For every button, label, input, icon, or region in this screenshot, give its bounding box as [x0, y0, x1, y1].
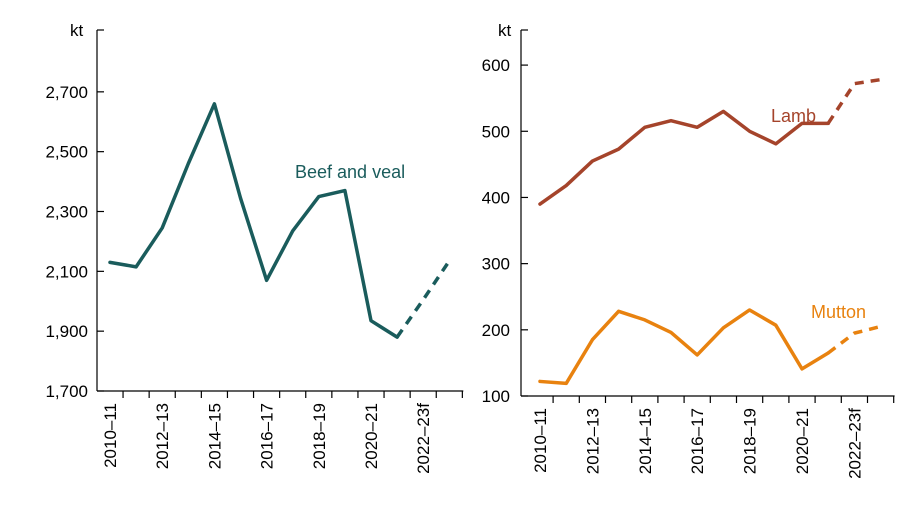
data-point — [644, 319, 645, 320]
data-point — [397, 337, 398, 338]
x-tick-label: 2022–23f — [845, 408, 864, 479]
series-label-1: Beef and veal — [295, 162, 405, 182]
x-tick-label: 2018–19 — [310, 403, 329, 469]
data-point — [344, 190, 345, 191]
y-tick-label: 600 — [482, 56, 510, 75]
series-label-2: Mutton — [811, 302, 866, 322]
y-tick-label: 2,500 — [45, 143, 88, 162]
data-point — [540, 381, 541, 382]
series-label-1: Lamb — [771, 106, 816, 126]
series-line-1 — [538, 109, 830, 206]
y-axis-unit-label: kt — [498, 21, 512, 40]
series-forecast-line-2 — [827, 324, 882, 355]
x-tick-label: 2010–11 — [531, 408, 550, 473]
data-point — [423, 299, 424, 300]
x-tick-label: 2016–17 — [688, 408, 707, 474]
x-tick-label: 2014–15 — [205, 403, 224, 469]
x-tick-label: 2022–23f — [414, 403, 433, 474]
data-point — [592, 161, 593, 162]
data-point — [697, 354, 698, 355]
data-point — [828, 123, 829, 124]
data-point — [162, 227, 163, 228]
y-tick-label: 100 — [482, 387, 510, 406]
y-tick-label: 1,900 — [45, 322, 88, 341]
data-point — [371, 320, 372, 321]
series-forecast-line-1 — [826, 77, 881, 125]
data-point — [749, 309, 750, 310]
chart-panel-2: 100 200 300 400 500 600 kt 2010–11 2012–13 2014–1… — [482, 21, 895, 479]
x-tick-label: 2018–19 — [741, 408, 760, 474]
y-axis-unit-label: kt — [70, 21, 84, 40]
y-tick-label: 1,700 — [45, 382, 88, 401]
series-forecast-line-1 — [395, 259, 451, 339]
data-point — [240, 198, 241, 199]
x-tick-label: 2020–21 — [362, 403, 381, 469]
data-point — [880, 326, 881, 327]
y-tick-label: 2,700 — [45, 83, 88, 102]
data-point — [775, 325, 776, 326]
data-point — [749, 131, 750, 132]
data-point — [723, 111, 724, 112]
data-point — [318, 196, 319, 197]
x-tick-label: 2012–13 — [583, 408, 602, 474]
data-point — [566, 185, 567, 186]
data-point — [618, 149, 619, 150]
data-point — [266, 280, 267, 281]
data-point — [828, 352, 829, 353]
data-point — [671, 332, 672, 333]
data-point — [854, 83, 855, 84]
y-tick-label: 400 — [482, 188, 510, 207]
data-point — [449, 260, 450, 261]
data-point — [540, 204, 541, 205]
y-tick-label: 200 — [482, 321, 510, 340]
data-point — [566, 383, 567, 384]
data-point — [697, 127, 698, 128]
y-tick-label: 300 — [482, 255, 510, 274]
data-point — [188, 163, 189, 164]
data-point — [775, 143, 776, 144]
data-point — [854, 333, 855, 334]
data-point — [723, 327, 724, 328]
data-point — [880, 79, 881, 80]
x-tick-label: 2014–15 — [636, 408, 655, 474]
data-point — [292, 230, 293, 231]
chart-panel-1: 1,700 1,900 2,100 2,300 2,500 2,700 kt 2010–11 2… — [45, 21, 464, 474]
data-point — [644, 127, 645, 128]
y-tick-label: 2,100 — [45, 262, 88, 281]
series-line-2 — [538, 308, 830, 386]
x-tick-label: 2010–11 — [101, 403, 120, 468]
y-tick-label: 500 — [482, 122, 510, 141]
data-point — [671, 120, 672, 121]
data-point — [136, 266, 137, 267]
x-tick-label: 2012–13 — [153, 403, 172, 469]
x-tick-label: 2020–21 — [793, 408, 812, 474]
y-tick-label: 2,300 — [45, 203, 88, 222]
data-point — [110, 262, 111, 263]
data-point — [802, 368, 803, 369]
x-tick-label: 2016–17 — [258, 403, 277, 469]
data-point — [214, 103, 215, 104]
data-point — [592, 339, 593, 340]
data-point — [618, 311, 619, 312]
series-line-1 — [108, 102, 399, 339]
